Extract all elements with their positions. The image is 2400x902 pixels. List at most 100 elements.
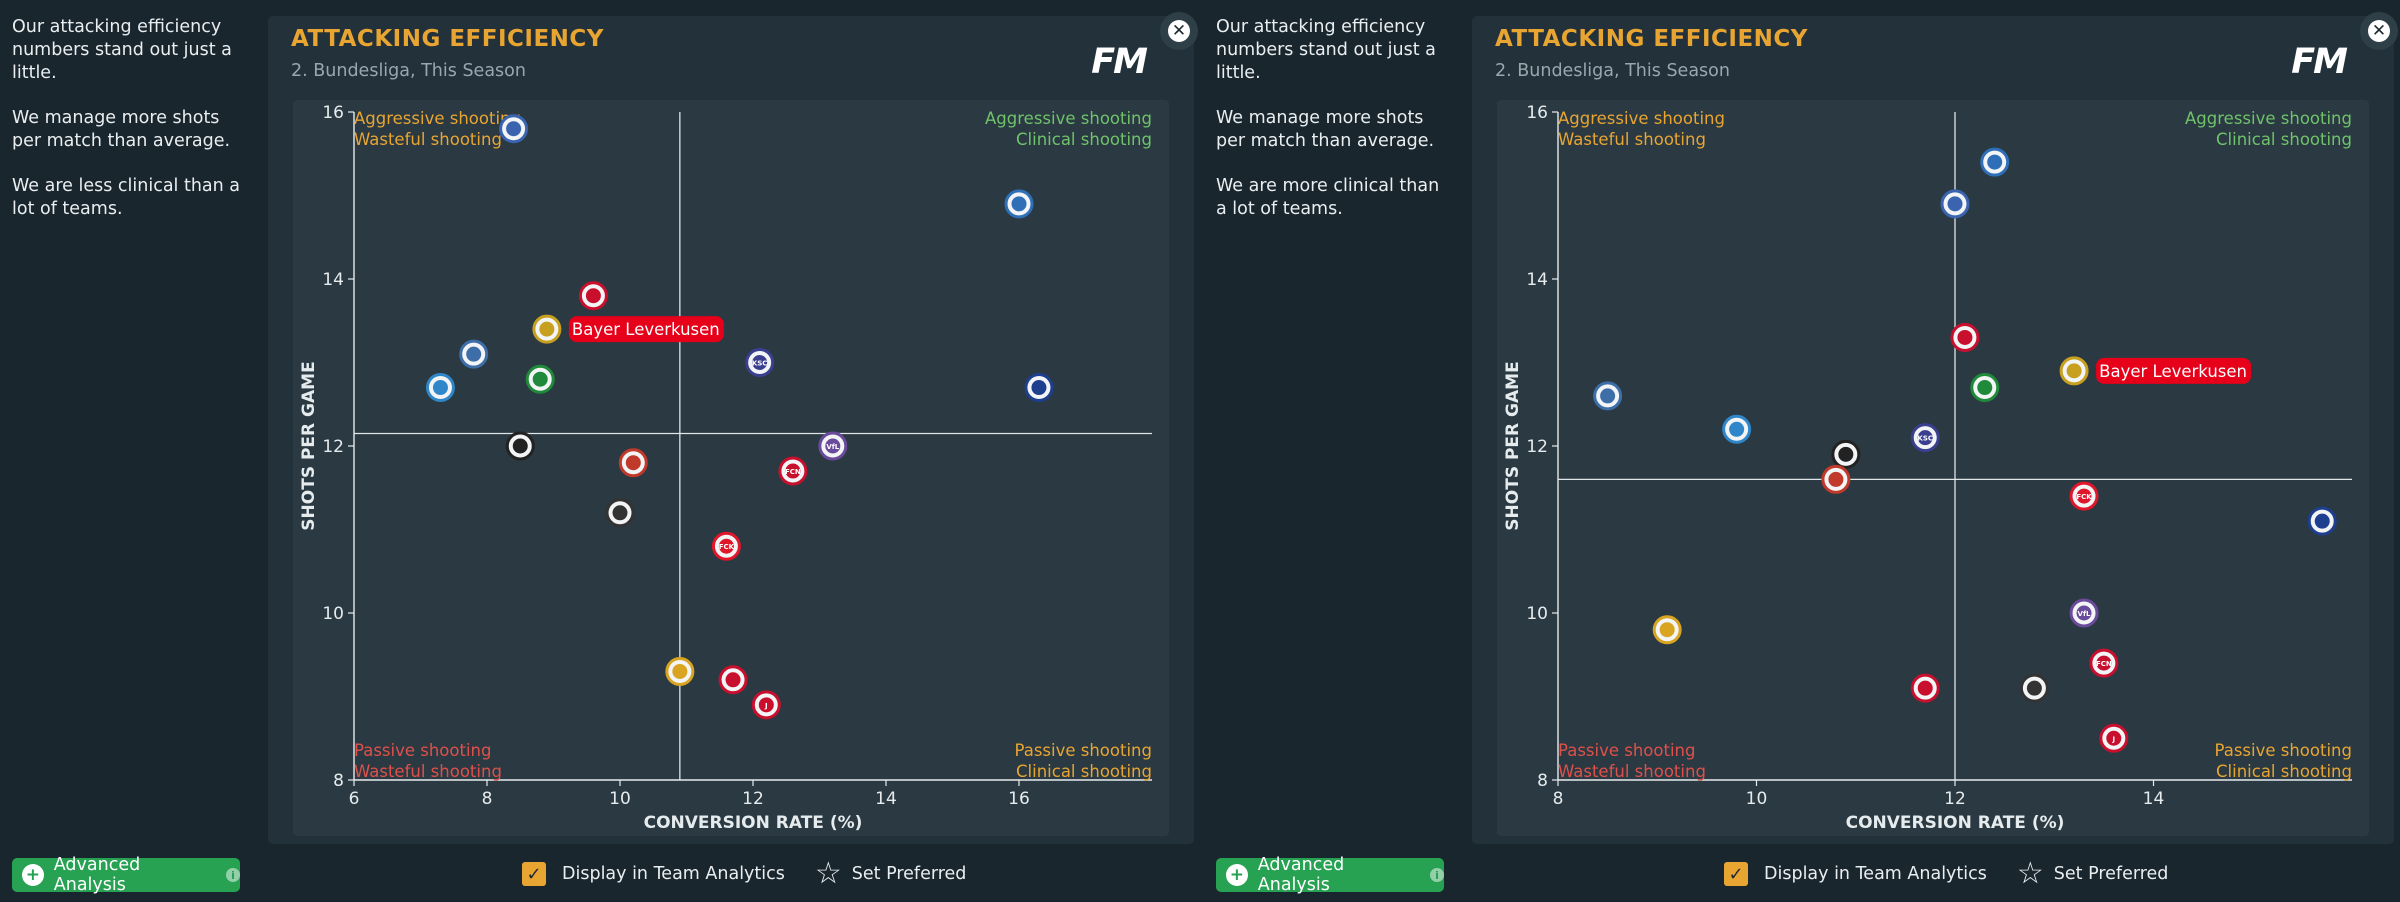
quadrant-label: Clinical shooting bbox=[2216, 762, 2352, 781]
note-line: We manage more shots per match than aver… bbox=[12, 108, 231, 151]
team-badge-core bbox=[1917, 430, 1933, 446]
team-badge-core bbox=[718, 538, 734, 554]
star-icon: ☆ bbox=[814, 856, 842, 891]
x-tick-label: 8 bbox=[1553, 789, 1564, 809]
close-button[interactable]: ✕ bbox=[1160, 12, 1198, 50]
team-badge-core bbox=[1828, 471, 1844, 487]
team-badge-core bbox=[1011, 196, 1027, 212]
x-tick-label: 12 bbox=[742, 789, 764, 809]
note-line: Our attacking efficiency numbers stand o… bbox=[12, 17, 232, 83]
team-badge-text: KSC bbox=[1917, 435, 1933, 443]
display-label: Display in Team Analytics bbox=[562, 864, 785, 884]
x-axis-title: CONVERSION RATE (%) bbox=[1846, 813, 2065, 833]
quadrant-label: Passive shooting bbox=[354, 741, 492, 760]
quadrant-label: Aggressive shooting bbox=[354, 109, 521, 128]
summary-notes: Our attacking efficiency numbers stand o… bbox=[1216, 16, 1446, 243]
quadrant-label: Clinical shooting bbox=[1016, 762, 1152, 781]
y-tick-label: 10 bbox=[322, 604, 344, 624]
x-tick-label: 10 bbox=[609, 789, 631, 809]
note-line: We are less clinical than a lot of teams… bbox=[12, 176, 241, 219]
y-tick-label: 8 bbox=[333, 771, 344, 791]
plus-circle-icon: + bbox=[22, 864, 44, 886]
highlight-label-box bbox=[568, 316, 724, 343]
quadrant-label: Clinical shooting bbox=[1016, 130, 1152, 149]
quadrant-label: Passive shooting bbox=[1015, 741, 1153, 760]
panel-footer: ✓ Display in Team Analytics ☆ Set Prefer… bbox=[522, 859, 966, 889]
team-badge-core bbox=[2066, 363, 2082, 379]
y-tick-label: 16 bbox=[322, 103, 344, 123]
left-analysis-section: Our attacking efficiency numbers stand o… bbox=[12, 12, 1198, 895]
quadrant-label: Passive shooting bbox=[1558, 741, 1696, 760]
team-badge-text: J bbox=[2111, 735, 2115, 743]
set-preferred-button[interactable]: ☆ Set Preferred bbox=[815, 859, 967, 889]
team-badge-core bbox=[532, 371, 548, 387]
x-tick-label: 8 bbox=[482, 789, 493, 809]
quadrant-label: Aggressive shooting bbox=[1558, 109, 1725, 128]
quadrant-label: Wasteful shooting bbox=[354, 762, 502, 781]
x-tick-label: 14 bbox=[2143, 789, 2165, 809]
set-preferred-button[interactable]: ☆ Set Preferred bbox=[2017, 859, 2169, 889]
advanced-analysis-button[interactable]: + Advanced Analysis i bbox=[1216, 855, 1444, 895]
team-badge-text: J bbox=[764, 702, 768, 710]
advanced-analysis-button[interactable]: + Advanced Analysis i bbox=[12, 855, 240, 895]
team-badge-core bbox=[612, 505, 628, 521]
team-badge-core bbox=[466, 346, 482, 362]
team-badge-text: FCK bbox=[2076, 493, 2092, 501]
team-badge-core bbox=[1977, 380, 1993, 396]
y-tick-label: 14 bbox=[1526, 270, 1548, 290]
team-badge-text: FCK bbox=[719, 543, 735, 551]
quadrant-label: Wasteful shooting bbox=[1558, 130, 1706, 149]
team-badge-core bbox=[825, 438, 841, 454]
team-badge-core bbox=[1838, 446, 1854, 462]
team-badge-core bbox=[1947, 196, 1963, 212]
quadrant-label: Wasteful shooting bbox=[354, 130, 502, 149]
quadrant-label: Aggressive shooting bbox=[2185, 109, 2352, 128]
y-tick-label: 8 bbox=[1537, 771, 1548, 791]
set-preferred-label: Set Preferred bbox=[851, 864, 967, 884]
display-checkbox[interactable]: ✓ bbox=[1724, 862, 1748, 886]
info-icon[interactable]: i bbox=[1430, 868, 1444, 882]
plus-circle-icon: + bbox=[1226, 864, 1248, 886]
info-icon[interactable]: i bbox=[226, 868, 240, 882]
team-badge-core bbox=[1917, 680, 1933, 696]
team-badge-core bbox=[2076, 488, 2092, 504]
team-badge-core bbox=[725, 672, 741, 688]
close-button[interactable]: ✕ bbox=[2360, 12, 2398, 50]
y-tick-label: 12 bbox=[1526, 437, 1548, 457]
y-axis-title: SHOTS PER GAME bbox=[1503, 361, 1523, 530]
x-tick-label: 16 bbox=[1008, 789, 1030, 809]
x-tick-label: 6 bbox=[349, 789, 360, 809]
y-tick-label: 14 bbox=[322, 270, 344, 290]
team-badge-core bbox=[1600, 388, 1616, 404]
y-tick-label: 16 bbox=[1526, 103, 1548, 123]
team-badge-core bbox=[1031, 380, 1047, 396]
team-badge-core bbox=[785, 463, 801, 479]
display-checkbox[interactable]: ✓ bbox=[522, 862, 546, 886]
plot-area bbox=[293, 100, 1169, 836]
team-badge-core bbox=[2106, 730, 2122, 746]
display-label: Display in Team Analytics bbox=[1764, 864, 1987, 884]
note-line: We are more clinical than a lot of teams… bbox=[1216, 176, 1440, 219]
note-line: Our attacking efficiency numbers stand o… bbox=[1216, 17, 1436, 83]
team-badge-core bbox=[1957, 329, 1973, 345]
team-badge-core bbox=[2026, 680, 2042, 696]
team-badge-core bbox=[1729, 421, 1745, 437]
chart-panel: ATTACKING EFFICIENCY 2. Bundesliga, This… bbox=[268, 12, 1198, 844]
highlight-label-box bbox=[2096, 357, 2252, 384]
panel-title: ATTACKING EFFICIENCY bbox=[291, 26, 604, 52]
fm-logo: FM bbox=[2291, 42, 2348, 82]
team-badge-core bbox=[2096, 655, 2112, 671]
team-badge-core bbox=[672, 663, 688, 679]
close-icon: ✕ bbox=[1168, 20, 1190, 42]
scatter-chart: 8 10 12 14 16 8 10 12 14 CONVERSION RATE (%) SHOTS… bbox=[1503, 103, 2352, 833]
team-badge-core bbox=[758, 697, 774, 713]
close-icon: ✕ bbox=[2368, 20, 2390, 42]
team-badge-core bbox=[1659, 622, 1675, 638]
panel-subtitle: 2. Bundesliga, This Season bbox=[1495, 61, 1730, 81]
team-badge-text: FCN bbox=[785, 468, 801, 476]
panel-subtitle: 2. Bundesliga, This Season bbox=[291, 61, 526, 81]
y-tick-label: 10 bbox=[1526, 604, 1548, 624]
y-tick-label: 12 bbox=[322, 437, 344, 457]
note-line: We manage more shots per match than aver… bbox=[1216, 108, 1435, 151]
set-preferred-label: Set Preferred bbox=[2053, 864, 2169, 884]
